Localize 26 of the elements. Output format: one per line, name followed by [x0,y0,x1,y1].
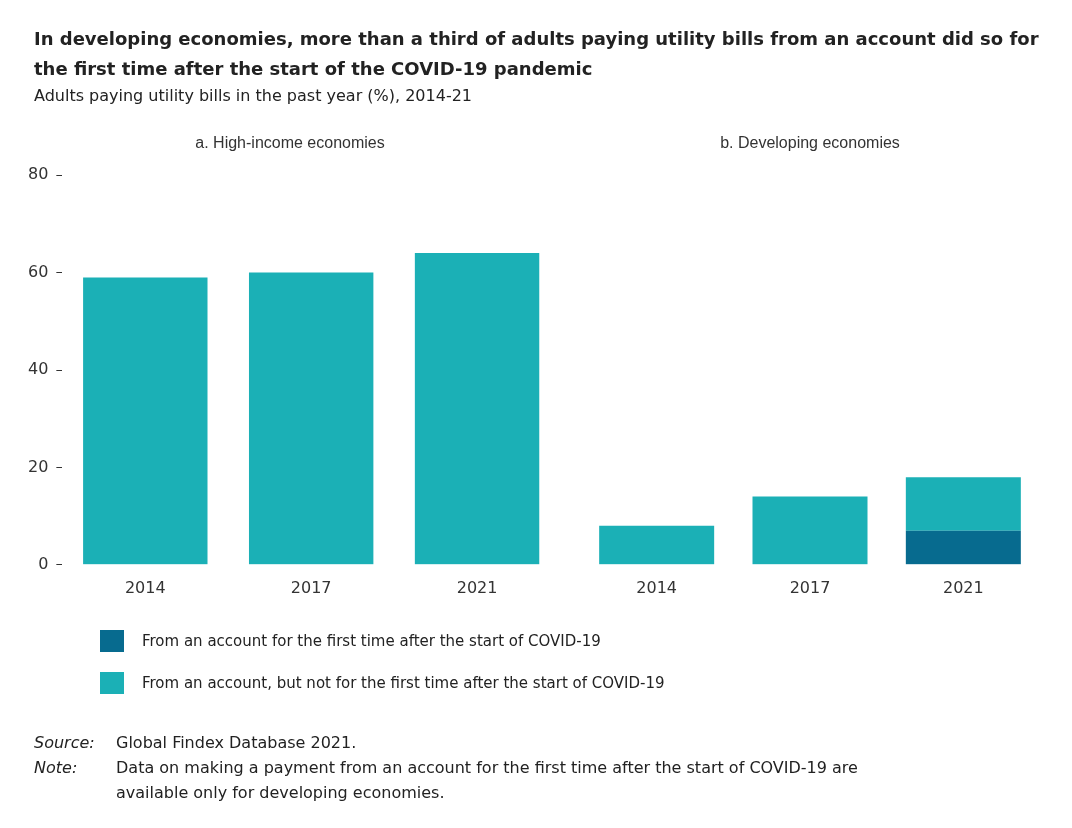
y-tick-label: 40 [28,359,49,379]
legend-label: From an account, but not for the first time after the start of COVID-19 [142,674,665,692]
y-tick-label: 0 [38,553,49,573]
bar [248,272,374,565]
chart-title: b. Developing economies [720,134,900,152]
bar [599,525,715,565]
x-tick-label: 2014 [124,577,166,597]
text: Adults paying utility bills in the past year (%), 2014-21 [34,86,473,105]
y-tick-label: 80 [28,164,49,184]
bar [752,496,868,565]
chart-title: a. High-income economies [195,134,385,152]
y-tick-label: 20 [28,456,49,476]
x-tick-label: 2017 [290,577,332,597]
x-tick-label: 2021 [942,577,984,597]
x-tick-label: 2021 [456,577,498,597]
text: Source: Global Findex Database 2021. [34,733,357,752]
legend-label: From an account for the first time after the start of COVID-19 [142,632,601,650]
y-tick-label: 60 [28,261,49,281]
bar [905,477,1021,531]
bar [414,253,540,565]
text: In developing economies, more than a third of adults paying utility bills from an account did so for the first time after the start of the COVID-19 pandemic [34,27,1040,81]
bar [905,530,1021,565]
text: Note: Data on making a payment from an account for the first time after the start of COVID-19 are available only for developing economies. [34,758,858,802]
x-tick-label: 2017 [789,577,831,597]
x-tick-label: 2014 [636,577,678,597]
bar [83,277,208,565]
